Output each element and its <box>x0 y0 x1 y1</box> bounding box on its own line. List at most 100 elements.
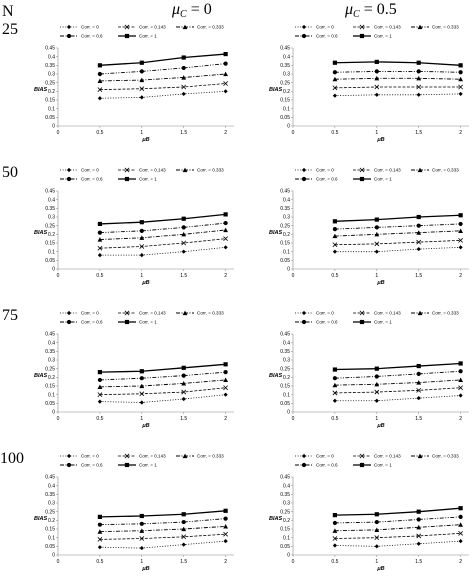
legend-label: Corr. = 0.143 <box>139 311 166 316</box>
series-line <box>334 93 461 97</box>
series-line <box>334 246 461 253</box>
legend-marker <box>301 33 307 39</box>
data-point <box>416 396 421 401</box>
y-tick-label: 0 <box>287 410 290 416</box>
data-point <box>374 84 380 90</box>
data-point <box>374 92 379 97</box>
series <box>332 369 463 381</box>
y-tick-label: 0 <box>287 553 290 559</box>
x-axis-label: μB <box>376 566 384 572</box>
x-tick-label: 1.5 <box>180 559 187 565</box>
series-line <box>99 83 226 90</box>
data-point <box>223 61 228 66</box>
x-tick-label: 1 <box>140 130 143 136</box>
data-point <box>139 521 144 526</box>
series-line <box>334 61 461 66</box>
series <box>97 385 229 398</box>
data-point <box>374 69 379 74</box>
x-tick-label: 2 <box>224 559 227 565</box>
data-point <box>181 519 186 525</box>
data-point <box>139 536 145 541</box>
series <box>97 212 228 227</box>
y-axis-label: BIAS <box>269 87 282 93</box>
data-point <box>416 509 421 514</box>
legend-label: Corr. = 0.333 <box>197 311 224 316</box>
data-point <box>374 241 380 247</box>
series <box>332 238 464 248</box>
y-axis-label: BIAS <box>34 516 47 522</box>
chart-panel: Corr. = 0 Corr. = 0.143 Corr. = 0.333 Corr.… <box>34 310 234 429</box>
y-tick-label: 0.4 <box>283 340 290 346</box>
legend: Corr. = 0 Corr. = 0.143 Corr. = 0.333 Corr.… <box>295 167 459 182</box>
legend-label: Corr. = 0.333 <box>197 168 224 173</box>
data-point <box>374 75 380 81</box>
series <box>332 522 464 533</box>
data-point <box>458 393 463 398</box>
y-tick-label: 0 <box>52 410 55 416</box>
data-point <box>139 253 144 258</box>
legend-marker <box>124 453 130 459</box>
legend-marker <box>301 319 307 325</box>
legend-label: Corr. = 0.143 <box>139 25 166 30</box>
data-point <box>223 89 228 94</box>
chart-panel: Corr. = 0 Corr. = 0.143 Corr. = 0.333 Corr.… <box>34 167 234 286</box>
legend-marker <box>182 310 188 316</box>
x-tick-label: 0.5 <box>331 130 338 136</box>
y-tick-label: 0.4 <box>48 54 55 60</box>
y-tick-label: 0.4 <box>283 197 290 203</box>
x-tick-label: 1 <box>140 273 143 279</box>
x-tick-label: 1.5 <box>180 416 187 422</box>
legend-marker <box>417 453 423 459</box>
row-label-n-50: 50 <box>2 164 18 181</box>
series-line <box>99 533 226 540</box>
legend-marker <box>359 319 365 325</box>
series <box>332 539 463 549</box>
data-point <box>181 84 187 90</box>
y-tick-label: 0.1 <box>48 106 55 112</box>
legend-marker <box>182 167 188 173</box>
data-point <box>139 60 144 65</box>
column-header-symbol: μ <box>171 1 180 18</box>
data-point <box>458 369 463 374</box>
legend-item: Corr. = 0.143 <box>118 453 166 459</box>
column-header-mu-c-0: μC = 0 <box>171 1 212 20</box>
data-point <box>223 524 229 529</box>
y-tick-label: 0 <box>287 267 290 273</box>
data-point <box>374 225 379 230</box>
data-point <box>416 524 422 530</box>
series-line <box>334 223 461 230</box>
series-line <box>99 371 226 381</box>
series-line <box>334 370 461 379</box>
legend-item: Corr. = 0.333 <box>411 453 459 459</box>
legend-label: Corr. = 0 <box>316 311 334 316</box>
series <box>97 236 229 251</box>
data-point <box>223 531 229 537</box>
series <box>97 516 228 527</box>
data-point <box>139 513 144 519</box>
legend-label: Corr. = 1 <box>374 177 392 182</box>
data-point <box>416 75 422 81</box>
legend: Corr. = 0 Corr. = 0.143 Corr. = 0.333 Corr.… <box>60 453 224 468</box>
data-point <box>374 535 380 541</box>
legend-label: Corr. = 0.333 <box>432 168 459 173</box>
series-line <box>99 53 226 66</box>
data-point <box>374 519 379 525</box>
legend-item: Corr. = 0.333 <box>411 167 459 173</box>
y-tick-label: 0.45 <box>280 332 290 338</box>
y-tick-label: 0.2 <box>283 518 290 524</box>
y-tick-label: 0.4 <box>283 483 290 489</box>
legend-marker <box>124 176 130 182</box>
series <box>332 84 464 91</box>
series-line <box>99 73 226 82</box>
legend-label: Corr. = 1 <box>374 320 392 325</box>
data-point <box>458 377 464 383</box>
data-point <box>458 385 464 391</box>
data-point <box>181 381 187 386</box>
data-point <box>458 91 463 97</box>
data-point <box>139 228 144 233</box>
data-point <box>458 361 463 366</box>
series-line <box>334 387 461 394</box>
y-axis-label: BIAS <box>34 373 47 379</box>
series-line <box>334 507 461 516</box>
column-header-symbol: μ <box>344 1 353 18</box>
